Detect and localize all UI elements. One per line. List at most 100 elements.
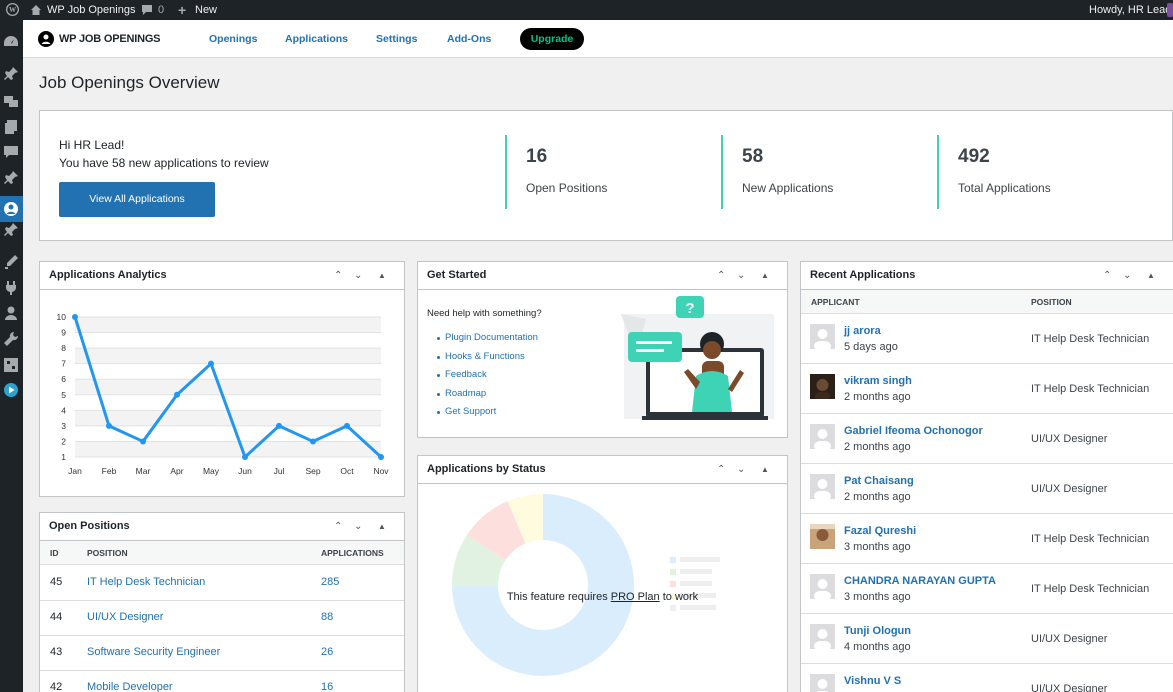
table-row: Tunji Ologun 4 months ago UI/UX Designer <box>801 614 1173 664</box>
applied-time: 4 months ago <box>844 641 911 653</box>
list-item: Roadmap <box>437 385 538 404</box>
chevron-down-icon[interactable]: ⌄ <box>354 521 363 532</box>
pin-icon[interactable] <box>3 222 19 238</box>
chevron-up-icon[interactable]: ⌃ <box>334 270 343 281</box>
plugins-icon[interactable] <box>3 280 19 296</box>
nav-openings[interactable]: Openings <box>209 33 258 45</box>
applicant-name-link[interactable]: CHANDRA NARAYAN GUPTA <box>844 575 996 587</box>
x-tick-label: Apr <box>170 466 183 476</box>
home-icon[interactable] <box>30 0 42 20</box>
data-point <box>106 422 112 429</box>
applicant-name-link[interactable]: Tunji Ologun <box>844 625 911 637</box>
settings-icon[interactable] <box>3 357 19 373</box>
appearance-icon[interactable] <box>3 254 19 270</box>
chevron-down-icon[interactable]: ⌄ <box>1123 270 1132 281</box>
pro-plan-link[interactable]: PRO Plan <box>610 591 660 603</box>
chevron-up-icon[interactable]: ⌃ <box>717 464 726 475</box>
site-name-link[interactable]: WP Job Openings <box>47 4 136 16</box>
x-tick-label: Feb <box>102 466 117 476</box>
plugin-logo-text: WP JOB OPENINGS <box>59 33 161 45</box>
plus-icon[interactable]: + <box>178 2 187 18</box>
y-tick-label: 7 <box>61 359 66 369</box>
panel-header: Applications Analytics ⌃ ⌄ ▲ <box>40 262 404 290</box>
chevron-down-icon[interactable]: ⌄ <box>737 464 746 475</box>
column-id[interactable]: ID <box>50 548 59 558</box>
table-row: CHANDRA NARAYAN GUPTA 3 months ago IT He… <box>801 564 1173 614</box>
collapse-triangle-icon[interactable]: ▲ <box>378 522 386 531</box>
recent-applications-panel: Recent Applications ⌃ ⌄ ▲ APPLICANT POSI… <box>800 261 1173 692</box>
chevron-up-icon[interactable]: ⌃ <box>1103 270 1112 281</box>
pro-plan-message: This feature requires PRO Plan to work <box>418 591 787 603</box>
comments-menu-icon[interactable] <box>3 144 19 160</box>
tools-icon[interactable] <box>3 331 19 347</box>
column-applications[interactable]: APPLICATIONS <box>321 548 384 558</box>
applications-count-link[interactable]: 26 <box>321 646 334 658</box>
upgrade-button[interactable]: Upgrade <box>520 28 584 50</box>
y-tick-label: 10 <box>57 312 67 322</box>
admin-bar: W WP Job Openings 0 + New Howdy, HR Lead <box>0 0 1173 20</box>
position-link[interactable]: UI/UX Designer <box>87 611 164 623</box>
applications-count-link[interactable]: 285 <box>321 576 340 588</box>
nav-settings[interactable]: Settings <box>376 33 418 45</box>
table-row: 42 Mobile Developer 16 <box>40 671 404 692</box>
wordpress-logo-icon[interactable]: W <box>5 0 19 20</box>
applicant-name-link[interactable]: jj arora <box>844 325 881 337</box>
avatar[interactable] <box>1167 3 1173 17</box>
applicant-name-link[interactable]: Gabriel Ifeoma Ochonogor <box>844 425 983 437</box>
collapse-triangle-icon[interactable]: ▲ <box>378 271 386 280</box>
applicant-name-link[interactable]: Vishnu V S <box>844 675 902 687</box>
collapse-triangle-icon[interactable]: ▲ <box>761 465 769 474</box>
status-donut-chart-placeholder <box>452 494 720 676</box>
play-icon[interactable] <box>3 382 19 398</box>
users-icon[interactable] <box>3 305 19 321</box>
position-id: 43 <box>50 646 63 658</box>
new-content-link[interactable]: New <box>195 4 218 16</box>
collapse-triangle-icon[interactable]: ▲ <box>1147 271 1155 280</box>
plugin-nav: WP JOB OPENINGS Openings Applications Se… <box>23 20 1173 58</box>
pages-icon[interactable] <box>3 119 19 135</box>
grid-band <box>75 410 381 426</box>
job-openings-icon[interactable] <box>3 201 19 217</box>
position-id: 42 <box>50 681 63 692</box>
chevron-up-icon[interactable]: ⌃ <box>334 521 343 532</box>
table-row: Vishnu V S UI/UX Designer <box>801 664 1173 692</box>
feedback-link[interactable]: Feedback <box>445 369 487 381</box>
media-icon[interactable] <box>3 93 19 109</box>
pin-icon[interactable] <box>3 170 19 186</box>
chevron-up-icon[interactable]: ⌃ <box>717 270 726 281</box>
column-position[interactable]: POSITION <box>87 548 128 558</box>
collapse-triangle-icon[interactable]: ▲ <box>761 271 769 280</box>
data-point <box>72 314 78 320</box>
comments-icon[interactable] <box>141 0 153 20</box>
comments-count[interactable]: 0 <box>158 4 165 16</box>
get-support-link[interactable]: Get Support <box>445 406 497 418</box>
nav-add-ons[interactable]: Add-Ons <box>447 33 492 45</box>
roadmap-link[interactable]: Roadmap <box>445 387 487 399</box>
howdy-user-menu[interactable]: Howdy, HR Lead <box>1089 4 1172 16</box>
panel-header: Applications by Status ⌃ ⌄ ▲ <box>418 456 787 484</box>
hooks-functions-link[interactable]: Hooks & Functions <box>445 350 525 362</box>
view-all-applications-button[interactable]: View All Applications <box>59 182 215 217</box>
dashboard-icon[interactable] <box>3 34 19 50</box>
applicant-name-link[interactable]: Fazal Qureshi <box>844 525 917 537</box>
x-tick-label: Jun <box>238 466 252 476</box>
y-tick-label: 5 <box>61 390 66 400</box>
list-item: Plugin Documentation <box>437 329 538 348</box>
applied-position: UI/UX Designer <box>1031 683 1108 692</box>
applicant-name-link[interactable]: vikram singh <box>844 375 912 387</box>
chevron-down-icon[interactable]: ⌄ <box>354 270 363 281</box>
applications-count-link[interactable]: 16 <box>321 681 334 692</box>
position-link[interactable]: Software Security Engineer <box>87 646 221 658</box>
posts-pin-icon[interactable] <box>3 66 19 82</box>
position-id: 45 <box>50 576 63 588</box>
x-tick-label: Sep <box>305 466 320 476</box>
nav-applications[interactable]: Applications <box>285 33 349 45</box>
position-link[interactable]: Mobile Developer <box>87 681 173 692</box>
applications-count-link[interactable]: 88 <box>321 611 334 623</box>
applicant-name-link[interactable]: Pat Chaisang <box>844 475 914 487</box>
panel-controls: ⌃ ⌄ ▲ <box>717 456 781 483</box>
position-link[interactable]: IT Help Desk Technician <box>87 576 206 588</box>
chevron-down-icon[interactable]: ⌄ <box>737 270 746 281</box>
avatar <box>810 674 835 692</box>
plugin-documentation-link[interactable]: Plugin Documentation <box>445 332 538 343</box>
